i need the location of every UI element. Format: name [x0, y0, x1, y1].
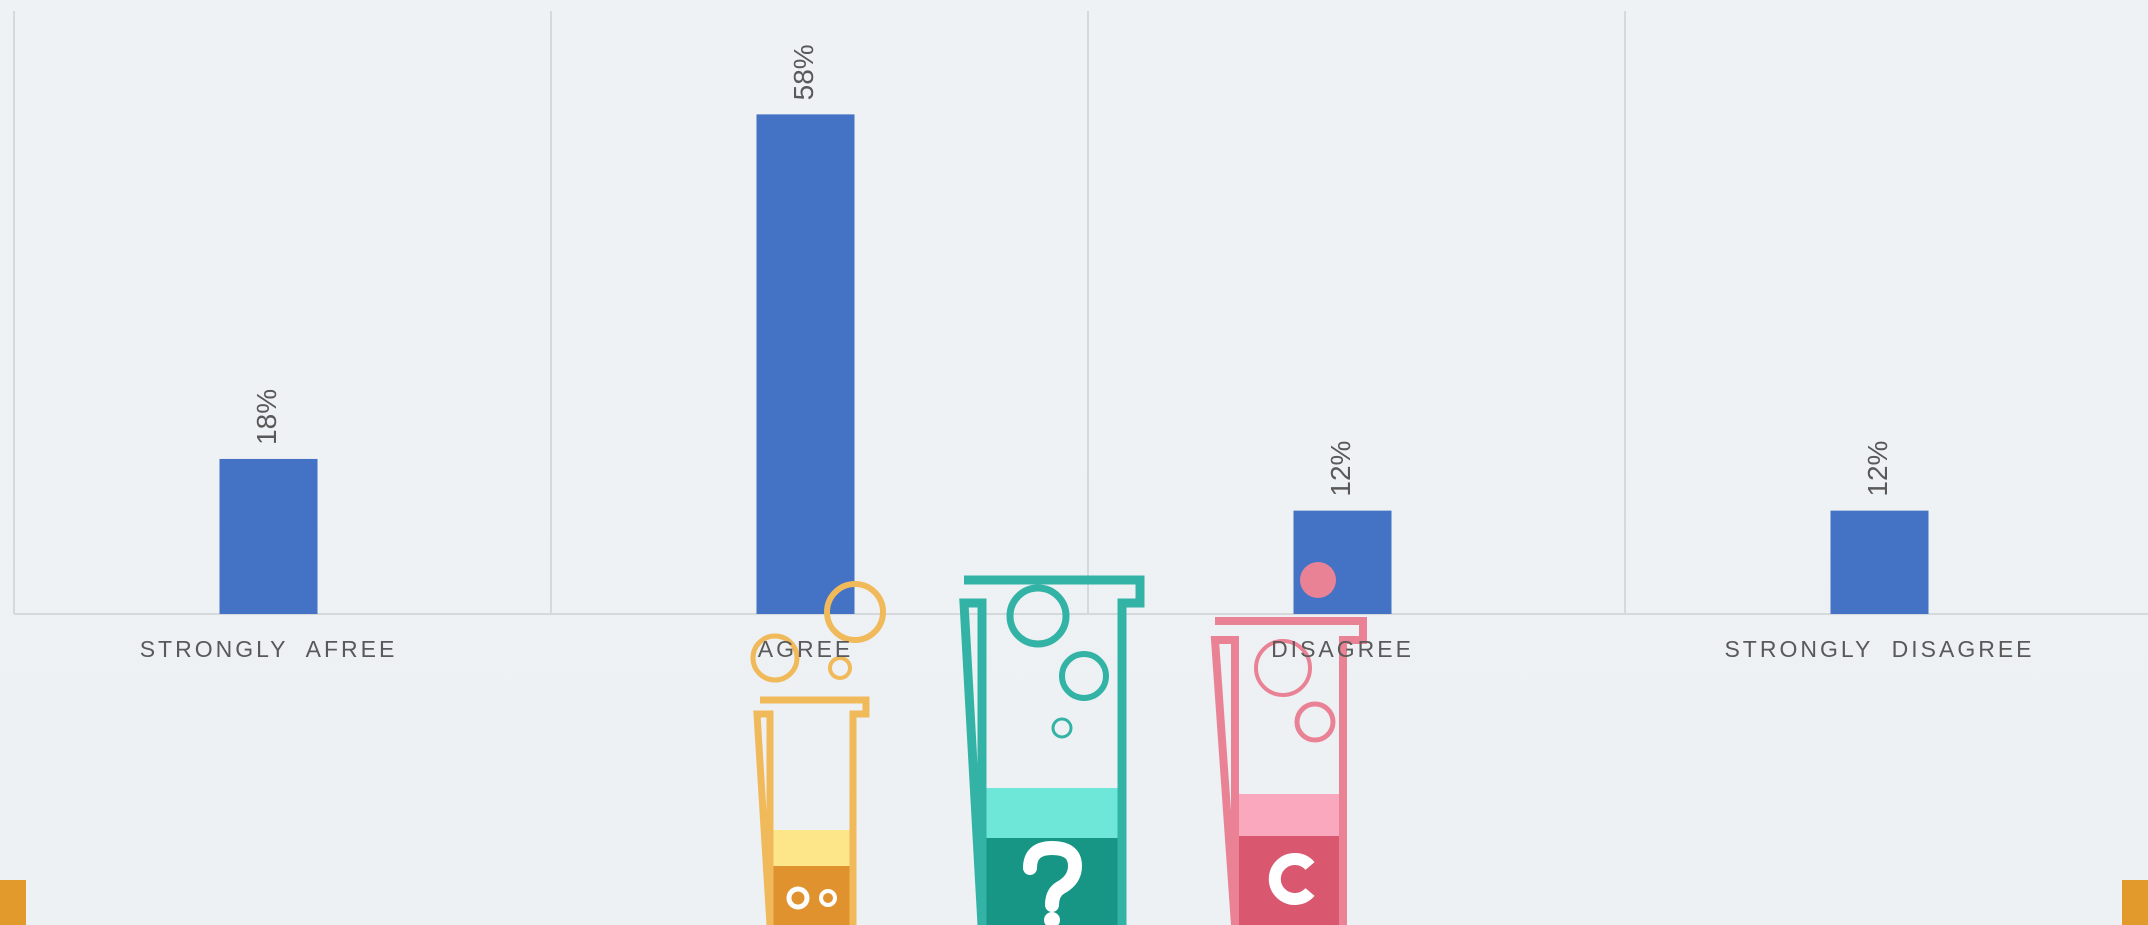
bar — [1294, 511, 1392, 614]
value-label: 58% — [788, 44, 819, 100]
x-tick-label: AGREE — [758, 636, 854, 662]
page: STRONGLY AFREE 18% AGREE 58% DISAGREE 12% STRO… — [0, 0, 2148, 925]
x-tick-label: STRONGLY AFREE — [140, 636, 398, 662]
x-tick-label: DISAGREE — [1271, 636, 1414, 662]
value-label: 12% — [1862, 441, 1893, 497]
decoration — [0, 562, 2148, 925]
bar — [220, 459, 318, 614]
chart: STRONGLY AFREE 18% AGREE 58% DISAGREE 12% STRO… — [0, 0, 2148, 925]
value-label: 18% — [251, 389, 282, 445]
bar — [757, 114, 855, 614]
bar — [1831, 511, 1929, 614]
x-tick-label: STRONGLY DISAGREE — [1724, 636, 2034, 662]
value-label: 12% — [1325, 441, 1356, 497]
